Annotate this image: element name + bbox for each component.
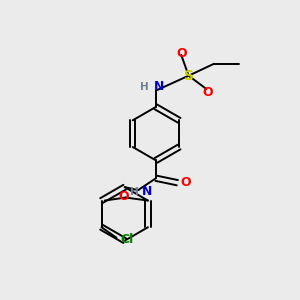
Text: Cl: Cl — [120, 233, 134, 246]
Text: N: N — [154, 80, 165, 94]
Text: H: H — [130, 187, 139, 196]
Text: O: O — [180, 176, 191, 189]
Text: O: O — [202, 86, 213, 99]
Text: O: O — [176, 47, 187, 60]
Text: O: O — [119, 190, 129, 202]
Text: N: N — [142, 185, 152, 198]
Text: S: S — [184, 69, 194, 83]
Text: H: H — [140, 82, 149, 92]
